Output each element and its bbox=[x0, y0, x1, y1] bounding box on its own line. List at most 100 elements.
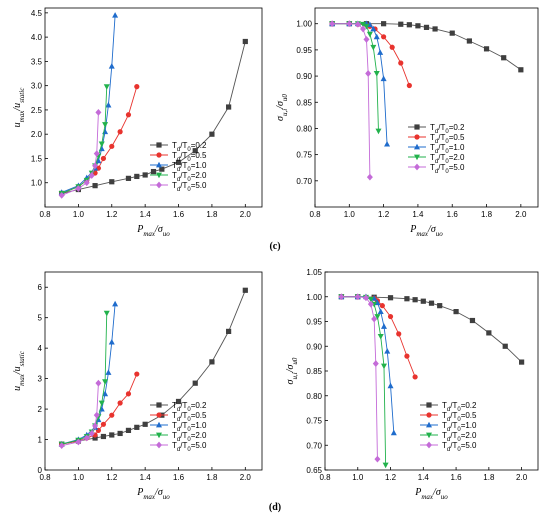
x-tick-label: 0.8 bbox=[39, 210, 51, 219]
y-tick-label: 0.75 bbox=[296, 151, 312, 160]
data-point bbox=[367, 296, 374, 303]
data-point bbox=[92, 162, 99, 170]
data-point bbox=[381, 21, 387, 27]
data-point bbox=[125, 427, 132, 433]
data-point bbox=[117, 400, 123, 406]
data-point bbox=[108, 63, 115, 69]
data-point bbox=[387, 295, 394, 301]
data-point bbox=[105, 101, 112, 108]
data-point bbox=[387, 382, 394, 389]
data-point bbox=[483, 46, 490, 52]
data-point bbox=[109, 432, 115, 438]
data-point bbox=[108, 338, 115, 345]
legend-entry: Td/T0=2.0 bbox=[430, 153, 465, 165]
data-point bbox=[387, 313, 394, 320]
legend-marker bbox=[156, 181, 162, 189]
data-point bbox=[404, 296, 410, 302]
chart-1: 0.8 1.0 1.2 1.4 1.6 1.8 2.0 1.0 1.5 2.0 2.5 3.0 3.5 4… bbox=[12, 7, 263, 238]
y-tick-label: 1.05 bbox=[306, 268, 322, 277]
legend-marker bbox=[414, 124, 420, 130]
x-tick-label: 1.2 bbox=[378, 210, 390, 219]
series-Td/T0=2.0 bbox=[58, 310, 110, 448]
series-line bbox=[61, 86, 138, 194]
legend-marker bbox=[414, 154, 420, 161]
data-point bbox=[117, 430, 123, 437]
data-point bbox=[389, 44, 395, 50]
legend: Td/T0=0.2Td/T0=0.5Td/T0=1.0Td/T0=2.0Td/T… bbox=[150, 401, 207, 453]
legend-entry: Td/T0=0.5 bbox=[172, 411, 207, 423]
series-Td/T0=0.2 bbox=[338, 294, 525, 365]
x-tick-label: 1.0 bbox=[344, 210, 356, 219]
x-tick-label: 1.4 bbox=[140, 210, 152, 219]
legend-marker bbox=[156, 142, 162, 148]
y-tick-label: 0.70 bbox=[306, 441, 322, 450]
data-point bbox=[423, 24, 430, 30]
chart-3: 0.8 1.0 1.2 1.4 1.6 1.8 2.0 0 1 2 3 4 5 6 Pmax/σuo umax… bbox=[12, 271, 263, 501]
legend-marker bbox=[414, 134, 420, 140]
y-tick-label: 2 bbox=[38, 405, 43, 414]
legend-entry: Td/T0=0.2 bbox=[172, 401, 207, 413]
legend-marker bbox=[156, 402, 162, 408]
series-line bbox=[332, 23, 388, 145]
y-tick-label: 6 bbox=[38, 283, 43, 292]
data-point bbox=[373, 71, 380, 77]
data-point bbox=[242, 287, 248, 293]
x-tick-label: 1.6 bbox=[173, 210, 185, 219]
data-point bbox=[501, 55, 507, 61]
data-point bbox=[384, 348, 391, 354]
x-axis-label: Pmax/σuo bbox=[136, 224, 170, 238]
legend-marker bbox=[156, 421, 162, 428]
data-point bbox=[437, 303, 443, 309]
legend-marker bbox=[156, 172, 162, 179]
legend-entry: Td/T0=0.2 bbox=[172, 141, 207, 153]
data-point bbox=[466, 38, 472, 44]
data-point bbox=[396, 331, 402, 337]
data-point bbox=[95, 379, 102, 387]
series-line bbox=[61, 15, 116, 193]
data-point bbox=[102, 128, 109, 135]
data-point bbox=[469, 317, 476, 324]
x-tick-label: 1.8 bbox=[483, 473, 495, 482]
data-point bbox=[406, 22, 412, 28]
legend-marker bbox=[426, 402, 432, 408]
y-tick-label: 1.5 bbox=[31, 154, 43, 163]
data-point bbox=[93, 150, 100, 158]
data-point bbox=[242, 38, 248, 45]
series-Td/T0=2.0 bbox=[338, 294, 389, 469]
data-point bbox=[103, 84, 110, 90]
y-tick-label: 0 bbox=[38, 466, 43, 475]
data-point bbox=[486, 330, 492, 336]
data-point bbox=[134, 424, 140, 430]
data-point bbox=[95, 108, 102, 116]
data-point bbox=[192, 148, 198, 154]
series-Td/T0=0.5 bbox=[338, 294, 418, 380]
series-Td/T0=0.2 bbox=[59, 38, 248, 197]
series-line bbox=[341, 296, 387, 466]
x-tick-label: 1.0 bbox=[73, 210, 85, 219]
y-tick-label: 1 bbox=[38, 436, 43, 445]
data-point bbox=[428, 300, 435, 306]
data-point bbox=[375, 128, 382, 135]
x-tick-label: 2.0 bbox=[516, 473, 528, 482]
x-tick-label: 1.6 bbox=[451, 473, 463, 482]
data-point bbox=[381, 34, 387, 40]
data-point bbox=[92, 183, 98, 189]
data-point bbox=[380, 323, 387, 329]
panel-label-d: (d) bbox=[269, 502, 281, 513]
data-point bbox=[103, 310, 110, 317]
y-tick-label: 1.00 bbox=[296, 20, 312, 29]
legend-marker bbox=[156, 441, 162, 449]
data-point bbox=[125, 112, 132, 118]
data-point bbox=[360, 21, 367, 28]
series-line bbox=[61, 313, 108, 445]
data-point bbox=[142, 172, 148, 178]
data-point bbox=[390, 429, 397, 436]
data-point bbox=[75, 438, 82, 446]
data-point bbox=[373, 33, 380, 40]
data-point bbox=[449, 30, 455, 36]
legend-entry: Td/T0=0.5 bbox=[442, 411, 477, 423]
data-point bbox=[92, 422, 99, 430]
data-point bbox=[502, 343, 508, 349]
panel-label-c: (c) bbox=[269, 241, 280, 252]
